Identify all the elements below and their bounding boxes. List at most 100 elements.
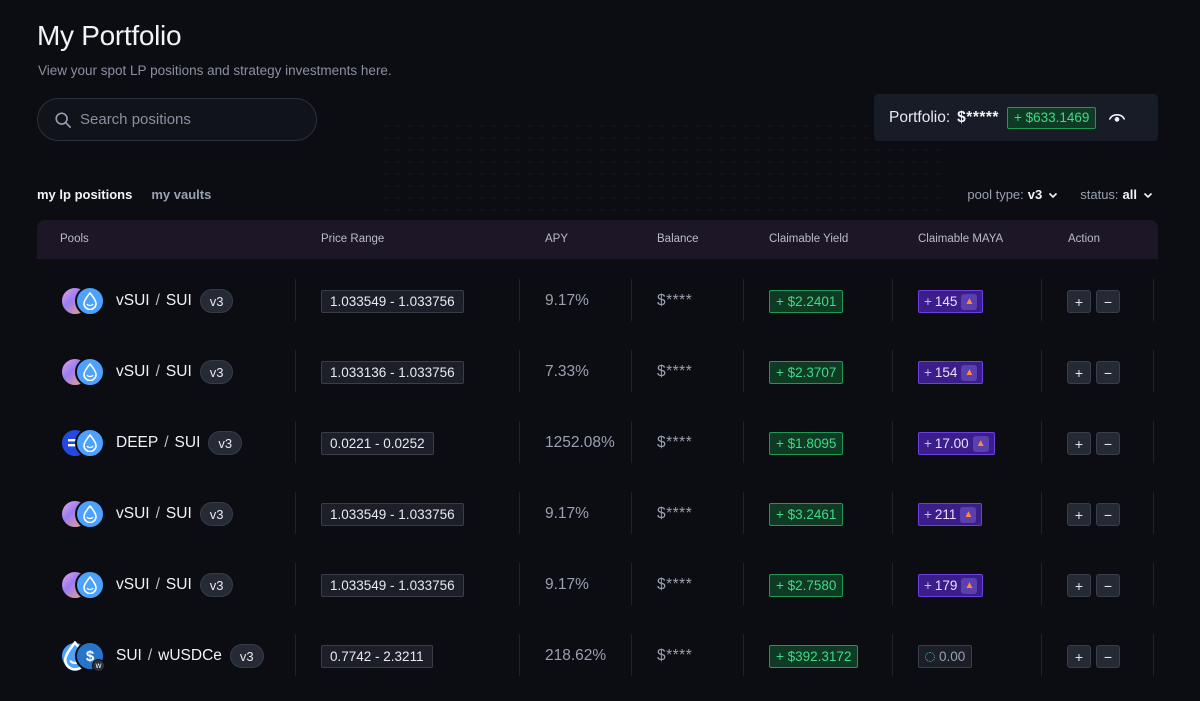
pool-pair: SUI / wUSDCe — [116, 647, 222, 665]
pair-separator: / — [155, 363, 160, 380]
column-header-apy: APY — [545, 233, 569, 245]
cell-divider — [743, 563, 744, 605]
column-header-balance: Balance — [657, 233, 699, 245]
pool-cell[interactable]: $ w SUI / wUSDCe v3 — [60, 641, 264, 672]
maya-prefix: + — [924, 436, 932, 451]
wormhole-badge-icon: w — [92, 659, 105, 672]
cell-divider — [519, 421, 520, 463]
cell-divider — [1041, 634, 1042, 676]
cell-divider — [1153, 421, 1154, 463]
cell-divider — [1153, 279, 1154, 321]
remove-liquidity-button[interactable]: − — [1096, 432, 1120, 455]
token-a: vSUI — [116, 576, 150, 593]
cell-divider — [519, 563, 520, 605]
add-liquidity-button[interactable]: + — [1067, 432, 1091, 455]
pool-cell[interactable]: vSUI / SUI v3 — [60, 570, 234, 600]
status-value: all — [1122, 187, 1137, 202]
cell-divider — [1041, 279, 1042, 321]
status-filter[interactable]: status: all — [1080, 187, 1153, 202]
remove-liquidity-button[interactable]: − — [1096, 503, 1120, 526]
claimable-yield-badge: + $1.8095 — [769, 432, 844, 455]
apy-value: 7.33% — [545, 363, 589, 380]
remove-liquidity-button[interactable]: − — [1096, 290, 1120, 313]
pair-separator: / — [155, 292, 160, 309]
pool-cell[interactable]: vSUI / SUI v3 — [60, 357, 234, 387]
cell-divider — [295, 279, 296, 321]
row-actions: + − — [1067, 503, 1120, 526]
pair-icons — [60, 286, 106, 316]
price-range: 0.0221 - 0.0252 — [321, 432, 434, 455]
column-header-action: Action — [1068, 233, 1100, 245]
loading-ring-icon — [925, 651, 935, 662]
balance-value: $**** — [657, 647, 693, 664]
maya-prefix: + — [924, 578, 932, 593]
row-actions: + − — [1067, 290, 1120, 313]
version-badge: v3 — [199, 360, 234, 384]
remove-liquidity-button[interactable]: − — [1096, 574, 1120, 597]
flame-icon: ▲ — [961, 293, 978, 310]
table-row: vSUI / SUI v3 1.033549 - 1.033756 9.17% $*… — [37, 550, 1200, 621]
remove-liquidity-button[interactable]: − — [1096, 645, 1120, 668]
apy-value: 9.17% — [545, 505, 589, 522]
flame-icon: ▲ — [961, 577, 978, 594]
pool-cell[interactable]: vSUI / SUI v3 — [60, 499, 234, 529]
remove-liquidity-button[interactable]: − — [1096, 361, 1120, 384]
column-header-claimable-yield: Claimable Yield — [769, 233, 849, 245]
cell-divider — [295, 492, 296, 534]
tab-my-lp-positions[interactable]: my lp positions — [37, 187, 133, 202]
token-b: SUI — [165, 576, 192, 593]
cell-divider — [743, 350, 744, 392]
portfolio-summary: Portfolio: $***** + $633.1469 — [874, 94, 1158, 141]
portfolio-label: Portfolio: — [889, 108, 951, 126]
token-a: SUI — [116, 647, 142, 664]
column-header-pools: Pools — [60, 233, 89, 245]
row-actions: + − — [1067, 574, 1120, 597]
sui-token-icon — [75, 357, 105, 387]
claimable-yield-badge: + $2.3707 — [769, 361, 844, 384]
add-liquidity-button[interactable]: + — [1067, 645, 1091, 668]
cell-divider — [295, 421, 296, 463]
pool-cell[interactable]: DEEP / SUI v3 — [60, 428, 243, 458]
cell-divider — [631, 492, 632, 534]
filter-bar: pool type: v3 status: all — [967, 187, 1153, 202]
cell-divider — [892, 634, 893, 676]
add-liquidity-button[interactable]: + — [1067, 290, 1091, 313]
claimable-yield-badge: + $392.3172 — [769, 645, 859, 668]
table-row: $ w SUI / wUSDCe v3 0.7742 - 2.3211 218.62%… — [37, 621, 1200, 692]
column-header-claimable-maya: Claimable MAYA — [918, 233, 1004, 245]
pool-cell[interactable]: vSUI / SUI v3 — [60, 286, 234, 316]
cell-divider — [631, 421, 632, 463]
add-liquidity-button[interactable]: + — [1067, 574, 1091, 597]
pair-icons: $ w — [60, 641, 106, 672]
claimable-yield-badge: + $2.7580 — [769, 574, 844, 597]
background-dot-pattern — [380, 120, 940, 230]
pair-separator: / — [164, 434, 169, 451]
apy-value: 1252.08% — [545, 434, 615, 451]
portfolio-change-badge: + $633.1469 — [1006, 106, 1097, 129]
add-liquidity-button[interactable]: + — [1067, 503, 1091, 526]
search-input[interactable] — [80, 111, 300, 128]
token-a: vSUI — [116, 505, 150, 522]
cell-divider — [743, 492, 744, 534]
price-range: 1.033136 - 1.033756 — [321, 361, 464, 384]
token-a: vSUI — [116, 292, 150, 309]
pair-separator: / — [155, 505, 160, 522]
token-b: SUI — [165, 292, 192, 309]
pool-type-filter[interactable]: pool type: v3 — [967, 187, 1058, 202]
add-liquidity-button[interactable]: + — [1067, 361, 1091, 384]
maya-prefix: + — [924, 507, 932, 522]
claimable-maya-badge: + 179 ▲ — [918, 574, 984, 597]
eye-icon[interactable] — [1108, 109, 1126, 127]
version-badge: v3 — [199, 289, 234, 313]
cell-divider — [1041, 492, 1042, 534]
cell-divider — [631, 634, 632, 676]
pair-icons — [60, 499, 106, 529]
maya-amount: 0.00 — [939, 649, 966, 664]
search-icon — [55, 111, 72, 128]
tab-my-vaults[interactable]: my vaults — [151, 187, 212, 202]
page-title: My Portfolio — [37, 20, 182, 51]
cell-divider — [892, 492, 893, 534]
search-box[interactable] — [37, 98, 317, 141]
token-b: SUI — [165, 363, 192, 380]
cell-divider — [1153, 563, 1154, 605]
